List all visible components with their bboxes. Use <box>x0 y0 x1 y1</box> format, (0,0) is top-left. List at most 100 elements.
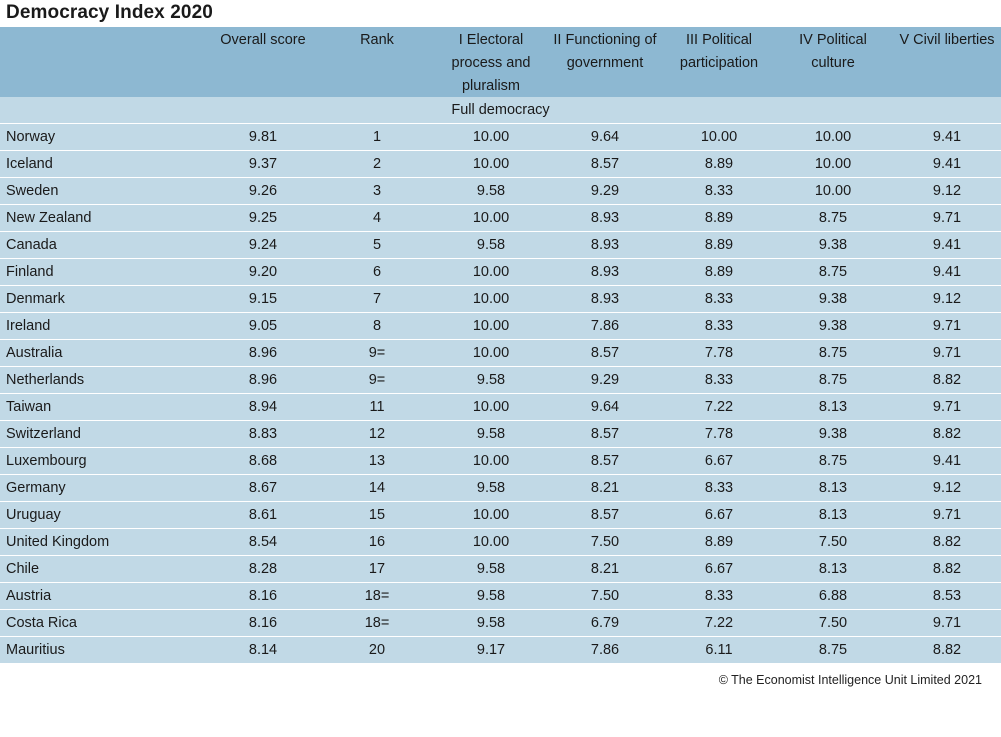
header-line: Rank <box>360 32 394 48</box>
country-name: Mauritius <box>6 642 65 658</box>
table-row: Costa Rica 8.16 18= 9.58 6.79 7.22 7.50 9.71 <box>0 610 1001 637</box>
rank: 8 <box>372 318 382 334</box>
political-culture-score: 8.13 <box>818 561 848 577</box>
header-line: IV Political <box>799 32 867 48</box>
header-line: participation <box>679 55 759 71</box>
country-name: Norway <box>6 129 56 145</box>
civil-liberties-score: 9.71 <box>932 345 962 361</box>
political-participation-score: 8.89 <box>704 237 734 253</box>
political-participation-score: 8.33 <box>704 372 734 388</box>
country-name: Ireland <box>6 318 51 334</box>
overall-score: 9.15 <box>248 291 278 307</box>
country-name: United Kingdom <box>6 534 110 550</box>
rank: 7 <box>372 291 382 307</box>
political-culture-score: 8.75 <box>818 345 848 361</box>
civil-liberties-score: 9.12 <box>932 291 962 307</box>
rank: 20 <box>368 642 386 658</box>
table-row: Canada 9.24 5 9.58 8.93 8.89 9.38 9.41 <box>0 232 1001 259</box>
functioning-of-government-score: 8.57 <box>590 453 620 469</box>
rank: 3 <box>372 183 382 199</box>
functioning-of-government-score: 6.79 <box>590 615 620 631</box>
political-culture-score: 8.75 <box>818 453 848 469</box>
table-row: Chile 8.28 17 9.58 8.21 6.67 8.13 8.82 <box>0 556 1001 583</box>
overall-score: 8.96 <box>248 345 278 361</box>
table-row: Finland 9.20 6 10.00 8.93 8.89 8.75 9.41 <box>0 259 1001 286</box>
rank: 18= <box>364 588 390 604</box>
civil-liberties-score: 9.71 <box>932 399 962 415</box>
country-name: Canada <box>6 237 57 253</box>
table-row: Netherlands 8.96 9= 9.58 9.29 8.33 8.75 8.82 <box>0 367 1001 394</box>
civil-liberties-score: 9.12 <box>932 183 962 199</box>
functioning-of-government-score: 9.29 <box>590 372 620 388</box>
rank: 9= <box>368 372 386 388</box>
civil-liberties-score: 9.71 <box>932 318 962 334</box>
civil-liberties-score: 8.82 <box>932 534 962 550</box>
functioning-of-government-score: 7.86 <box>590 318 620 334</box>
country-name: Iceland <box>6 156 53 172</box>
political-participation-score: 8.33 <box>704 480 734 496</box>
political-culture-score: 8.13 <box>818 399 848 415</box>
political-participation-score: 7.78 <box>704 345 734 361</box>
political-culture-score: 9.38 <box>818 318 848 334</box>
section-label: Full democracy <box>0 97 1001 124</box>
political-culture-score: 9.38 <box>818 426 848 442</box>
political-culture-score: 8.13 <box>818 507 848 523</box>
political-culture-score: 8.75 <box>818 372 848 388</box>
rank: 17 <box>368 561 386 577</box>
electoral-process-score: 9.58 <box>476 588 506 604</box>
overall-score: 9.20 <box>248 264 278 280</box>
overall-score: 9.81 <box>248 129 278 145</box>
functioning-of-government-score: 8.21 <box>590 561 620 577</box>
header-line: II Functioning of <box>553 32 657 48</box>
overall-score-header: Overall score <box>198 29 328 52</box>
political-participation-score: 10.00 <box>700 129 738 145</box>
electoral-process-score: 9.58 <box>476 561 506 577</box>
functioning-of-government-score: 8.57 <box>590 156 620 172</box>
overall-score: 9.25 <box>248 210 278 226</box>
overall-score: 8.28 <box>248 561 278 577</box>
civil-liberties-score: 9.71 <box>932 615 962 631</box>
header-line: process and <box>451 55 531 71</box>
table-row: Ireland 9.05 8 10.00 7.86 8.33 9.38 9.71 <box>0 313 1001 340</box>
source-credit: © The Economist Intelligence Unit Limite… <box>718 673 982 687</box>
country-name: Sweden <box>6 183 59 199</box>
political-culture-header: IV Political culture <box>768 29 898 75</box>
header-line: III Political <box>685 32 753 48</box>
header-line: government <box>566 55 644 71</box>
rank: 16 <box>368 534 386 550</box>
political-culture-score: 8.75 <box>818 642 848 658</box>
political-culture-score: 10.00 <box>814 129 852 145</box>
overall-score: 9.05 <box>248 318 278 334</box>
table-header: Overall score Rank I Electoral process and p… <box>0 27 1001 97</box>
electoral-process-header: I Electoral process and pluralism <box>426 29 556 98</box>
political-culture-score: 8.75 <box>818 264 848 280</box>
country-name: Chile <box>6 561 40 577</box>
political-culture-score: 8.13 <box>818 480 848 496</box>
rank: 13 <box>368 453 386 469</box>
civil-liberties-score: 9.71 <box>932 507 962 523</box>
rank: 11 <box>369 399 385 415</box>
civil-liberties-score: 8.53 <box>932 588 962 604</box>
political-participation-score: 8.33 <box>704 183 734 199</box>
political-participation-header: III Political participation <box>654 29 784 75</box>
civil-liberties-score: 8.82 <box>932 372 962 388</box>
functioning-of-government-score: 8.93 <box>590 264 620 280</box>
electoral-process-score: 9.58 <box>476 615 506 631</box>
political-participation-score: 8.89 <box>704 210 734 226</box>
overall-score: 8.16 <box>248 615 278 631</box>
table-row: United Kingdom 8.54 16 10.00 7.50 8.89 7.50 8.8… <box>0 529 1001 556</box>
civil-liberties-score: 9.41 <box>932 264 962 280</box>
rank: 4 <box>372 210 382 226</box>
table-row: Denmark 9.15 7 10.00 8.93 8.33 9.38 9.12 <box>0 286 1001 313</box>
header-line: V Civil liberties <box>899 32 995 48</box>
political-participation-score: 6.67 <box>704 507 734 523</box>
political-culture-score: 7.50 <box>818 534 848 550</box>
header-line: I Electoral <box>458 32 524 48</box>
political-participation-score: 8.33 <box>704 291 734 307</box>
civil-liberties-header: V Civil liberties <box>882 29 1001 52</box>
political-participation-score: 6.67 <box>704 561 734 577</box>
civil-liberties-score: 8.82 <box>932 642 962 658</box>
overall-score: 8.16 <box>248 588 278 604</box>
civil-liberties-score: 8.82 <box>932 426 962 442</box>
table-row: Iceland 9.37 2 10.00 8.57 8.89 10.00 9.41 <box>0 151 1001 178</box>
